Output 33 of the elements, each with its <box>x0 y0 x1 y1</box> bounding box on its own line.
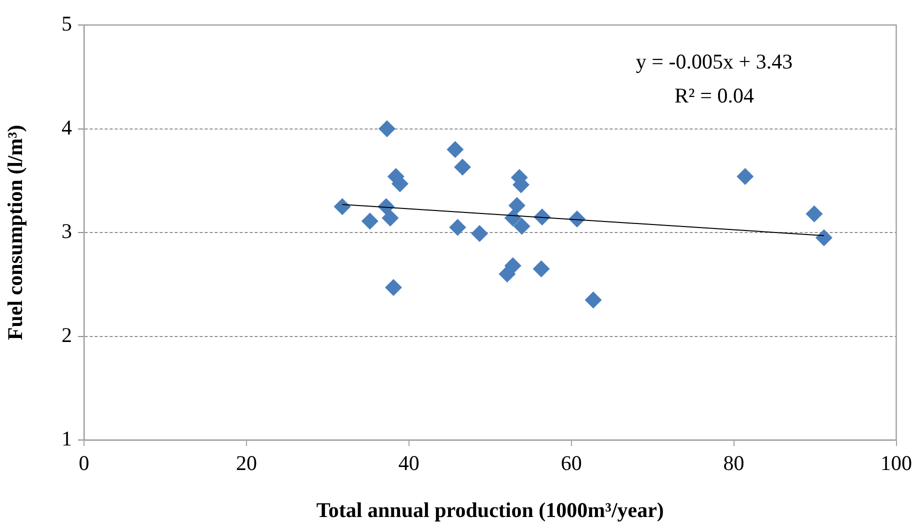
x-tick-label: 40 <box>398 451 420 476</box>
point <box>449 218 466 236</box>
x-tick-label: 60 <box>560 451 582 476</box>
point <box>513 218 530 235</box>
y-tick-label: 3 <box>62 219 72 244</box>
y-tick-label: 4 <box>62 115 72 140</box>
y-tick-label: 1 <box>62 426 72 451</box>
point <box>504 257 522 274</box>
point <box>504 209 522 226</box>
y-tick-label: 5 <box>62 12 72 36</box>
y-tick-label: 2 <box>62 322 72 347</box>
point <box>806 205 823 222</box>
annotation: R² = 0.04 <box>674 84 754 108</box>
point <box>471 225 488 242</box>
point <box>454 158 472 176</box>
point <box>815 229 832 246</box>
point <box>532 260 550 278</box>
x-tick-label: 100 <box>880 451 912 476</box>
y-axis-title: Fuel consumption (l/m³) <box>3 124 28 340</box>
x-tick-label: 20 <box>236 451 257 476</box>
x-tick-label: 0 <box>78 451 90 476</box>
x-axis-title: Total annual production (1000m³/year) <box>316 498 664 522</box>
point <box>378 120 396 138</box>
point <box>382 209 399 226</box>
annotation: y = -0.005x + 3.43 <box>636 50 793 74</box>
point <box>508 197 526 214</box>
point <box>584 291 602 308</box>
point <box>446 141 464 158</box>
point <box>334 198 351 216</box>
point <box>384 278 402 296</box>
x-tick-label: 80 <box>723 451 744 476</box>
point <box>361 212 378 230</box>
point <box>736 168 754 185</box>
